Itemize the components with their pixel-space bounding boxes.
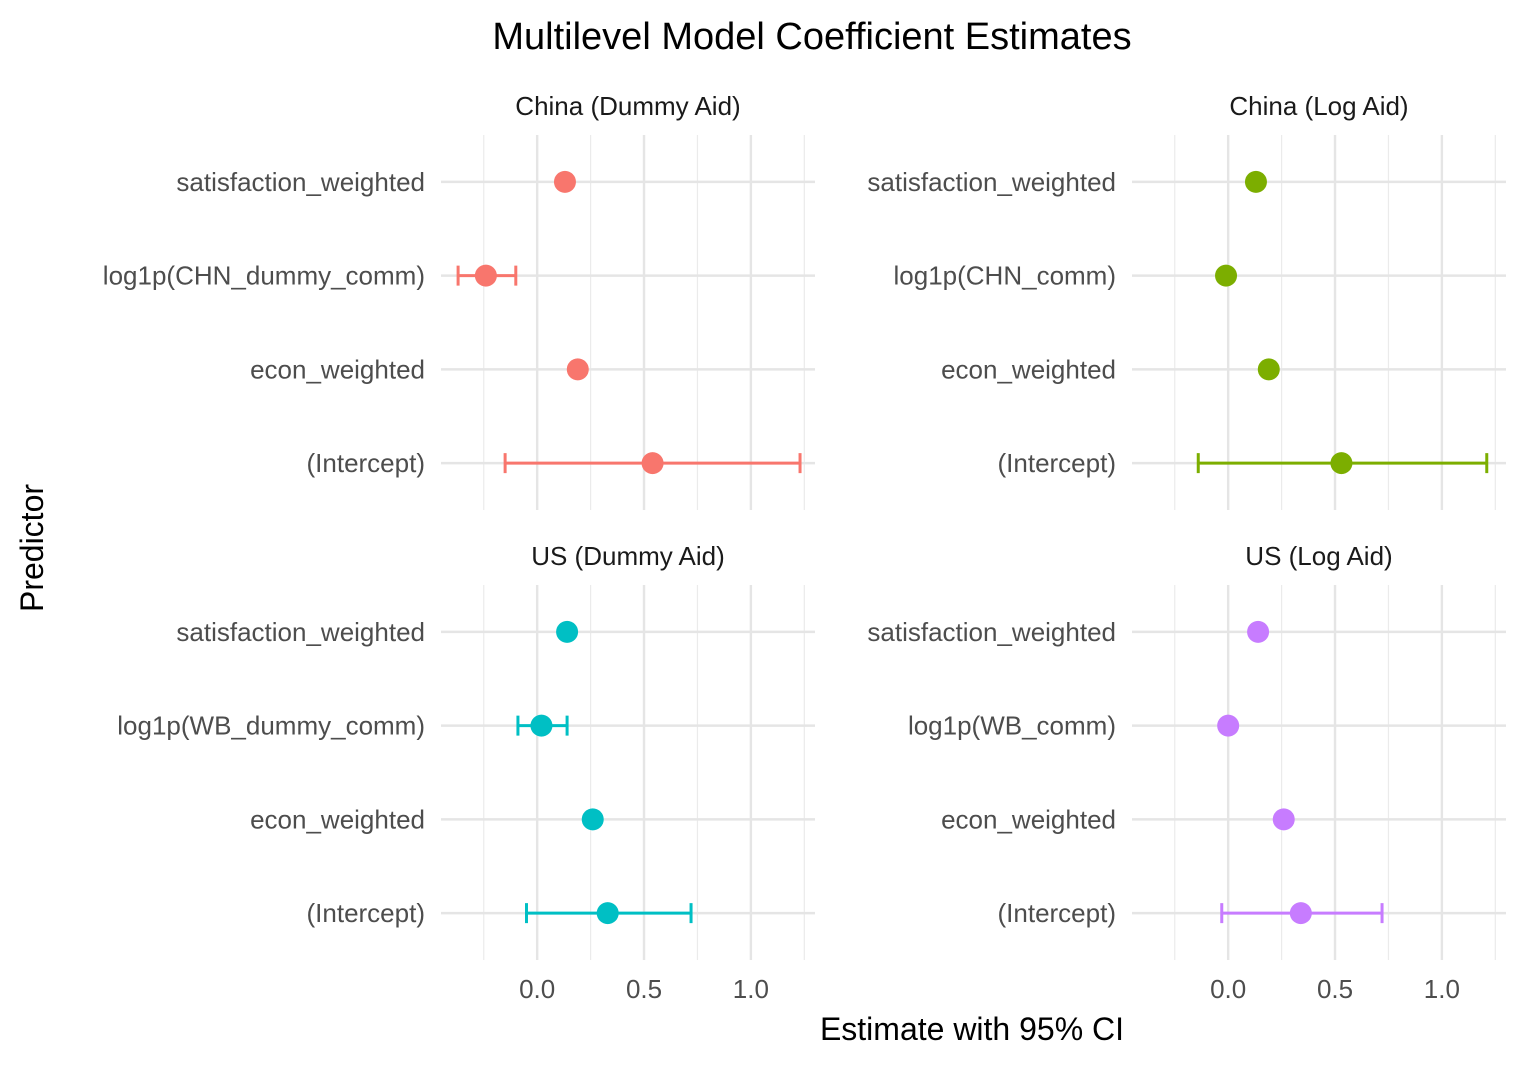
panel-2: US (Dummy Aid) satisfaction_weighted log1p…: [117, 541, 815, 1004]
y-tick-label: log1p(CHN_comm): [894, 261, 1117, 291]
y-axis-title: Predictor: [14, 484, 50, 612]
estimate-point: [553, 170, 576, 193]
y-tick-label: econ_weighted: [250, 804, 425, 834]
estimate-point: [1257, 358, 1280, 381]
y-tick-label: log1p(WB_dummy_comm): [117, 711, 425, 741]
panel-0: China (Dummy Aid) satisfaction_weightedlo…: [103, 91, 815, 510]
estimate-point: [1217, 714, 1240, 737]
y-tick-label: satisfaction_weighted: [867, 617, 1116, 647]
estimate-point: [641, 452, 664, 475]
estimate-point: [530, 714, 553, 737]
panel-strip-title: US (Log Aid): [1245, 541, 1392, 571]
panel-3: US (Log Aid) satisfaction_weighted log1p(W…: [867, 541, 1506, 1004]
estimate-point: [1244, 170, 1267, 193]
estimate-point: [596, 902, 619, 925]
y-tick-label: log1p(WB_comm): [908, 711, 1116, 741]
x-tick-label: 1.0: [733, 974, 769, 1004]
y-tick-label: (Intercept): [998, 898, 1117, 928]
y-tick-label: econ_weighted: [941, 804, 1116, 834]
estimate-point: [1215, 264, 1238, 287]
panels: China (Dummy Aid)satisfaction_weightedlo…: [103, 91, 1506, 1004]
x-tick-label: 0.5: [1317, 974, 1353, 1004]
estimate-point: [581, 808, 604, 831]
y-tick-label: econ_weighted: [250, 354, 425, 384]
estimate-point: [1272, 808, 1295, 831]
x-axis-title: Estimate with 95% CI: [820, 1011, 1124, 1047]
x-tick-label: 1.0: [1424, 974, 1460, 1004]
panel-strip-title: China (Dummy Aid): [515, 91, 740, 121]
panel-strip-title: US (Dummy Aid): [531, 541, 725, 571]
y-tick-label: log1p(CHN_dummy_comm): [103, 261, 425, 291]
estimate-point: [1247, 620, 1270, 643]
y-tick-label: satisfaction_weighted: [176, 167, 425, 197]
estimate-point: [566, 358, 589, 381]
panel-strip-title: China (Log Aid): [1229, 91, 1408, 121]
estimate-point: [1289, 902, 1312, 925]
y-tick-label: (Intercept): [307, 448, 426, 478]
y-tick-label: satisfaction_weighted: [867, 167, 1116, 197]
y-tick-label: (Intercept): [307, 898, 426, 928]
panel-1: China (Log Aid) satisfaction_weighted log1…: [867, 91, 1506, 510]
x-tick-label: 0.0: [1210, 974, 1246, 1004]
y-tick-label: econ_weighted: [941, 354, 1116, 384]
estimate-point: [1330, 452, 1353, 475]
chart-title: Multilevel Model Coefficient Estimates: [492, 16, 1131, 58]
x-tick-label: 0.5: [626, 974, 662, 1004]
y-tick-label: satisfaction_weighted: [176, 617, 425, 647]
estimate-point: [556, 620, 579, 643]
y-tick-label: (Intercept): [998, 448, 1117, 478]
estimate-point: [474, 264, 497, 287]
x-tick-label: 0.0: [519, 974, 555, 1004]
